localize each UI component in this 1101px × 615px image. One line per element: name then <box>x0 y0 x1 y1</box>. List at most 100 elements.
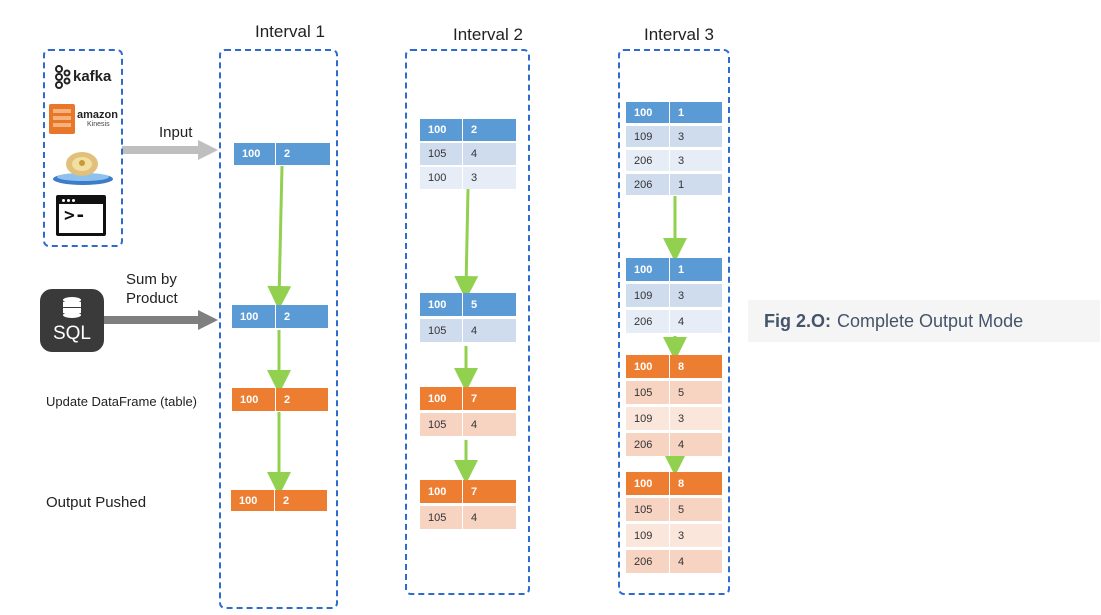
i1-sum-table: 100 2 <box>232 305 328 328</box>
product-cell: 105 <box>420 413 463 436</box>
product-cell: 100 <box>231 490 275 511</box>
i2-input-table: 100 2 105 4 100 3 <box>420 119 516 191</box>
product-cell: 100 <box>420 167 463 189</box>
i2-arrow-1 <box>454 188 479 300</box>
value-cell: 3 <box>471 172 478 184</box>
i3-output-table: 100 8 105 5 109 3 206 4 <box>626 472 722 576</box>
table-row: 109 3 <box>626 284 722 307</box>
data-lake-icon <box>50 146 116 186</box>
i1-update-table: 100 2 <box>232 388 328 411</box>
value-cell: 2 <box>284 310 291 323</box>
table-row: 105 5 <box>626 498 722 521</box>
input-label: Input <box>159 124 193 141</box>
sql-label: SQL <box>52 323 92 344</box>
product-cell: 100 <box>626 258 670 281</box>
table-row: 206 3 <box>626 150 722 171</box>
kafka-label: kafka <box>73 68 112 85</box>
interval-3-title: Interval 3 <box>644 25 714 44</box>
value-cell: 2 <box>471 124 478 136</box>
sql-arrow <box>104 310 218 330</box>
terminal-icon: >- <box>56 195 106 236</box>
table-header-row: 100 7 <box>420 480 516 503</box>
product-cell: 109 <box>626 126 670 147</box>
product-cell: 109 <box>626 524 670 547</box>
product-cell: 206 <box>626 433 670 456</box>
product-cell: 100 <box>420 119 463 141</box>
kinesis-sub-label: Kinesis <box>87 121 110 128</box>
table-row: 206 1 <box>626 174 722 195</box>
product-cell: 206 <box>626 174 670 195</box>
table-row: 105 4 <box>420 143 516 165</box>
i2-sum-table: 100 5 105 4 <box>420 293 516 345</box>
value-cell: 1 <box>678 263 685 276</box>
kafka-icon <box>55 65 71 89</box>
value-cell: 4 <box>471 324 478 337</box>
table-row: 105 5 <box>626 381 722 404</box>
kinesis-label: amazon <box>77 109 118 121</box>
table-row: 206 4 <box>626 550 722 573</box>
table-header-row: 100 2 <box>232 388 328 411</box>
value-cell: 4 <box>471 418 478 431</box>
value-cell: 3 <box>678 154 685 167</box>
product-cell: 206 <box>626 150 670 171</box>
table-header-row: 100 1 <box>626 258 722 281</box>
i3-input-table: 100 1 109 3 206 3 206 1 <box>626 102 722 198</box>
value-cell: 8 <box>678 477 685 490</box>
product-cell: 100 <box>232 388 276 411</box>
table-row: 206 4 <box>626 310 722 333</box>
product-cell: 105 <box>420 319 463 342</box>
input-arrow <box>122 140 218 160</box>
value-cell: 7 <box>471 485 478 498</box>
table-header-row: 100 8 <box>626 355 722 378</box>
kafka-logo: kafka <box>52 64 118 90</box>
value-cell: 4 <box>678 438 685 451</box>
value-cell: 1 <box>678 106 685 119</box>
value-cell: 4 <box>678 315 685 328</box>
product-cell: 109 <box>626 284 670 307</box>
interval-1-box <box>219 49 338 609</box>
value-cell: 3 <box>678 289 685 302</box>
product-cell: 100 <box>420 387 463 410</box>
product-cell: 206 <box>626 550 670 573</box>
figure-caption: Fig 2.O: Complete Output Mode <box>748 300 1100 342</box>
terminal-prompt: >- <box>64 205 86 226</box>
value-cell: 4 <box>471 511 478 524</box>
value-cell: 5 <box>678 386 685 399</box>
value-cell: 7 <box>471 392 478 405</box>
product-cell: 105 <box>420 506 463 529</box>
product-cell: 100 <box>626 102 670 123</box>
table-row: 105 4 <box>420 413 516 436</box>
product-cell: 100 <box>234 143 276 165</box>
table-row: 206 4 <box>626 433 722 456</box>
product-cell: 100 <box>420 293 463 316</box>
table-header-row: 100 8 <box>626 472 722 495</box>
table-header-row: 100 2 <box>232 305 328 328</box>
i1-output-table: 100 2 <box>231 490 327 511</box>
product-cell: 105 <box>626 498 670 521</box>
i2-output-table: 100 7 105 4 <box>420 480 516 532</box>
i3-sum-table: 100 1 109 3 206 4 <box>626 258 722 336</box>
output-pushed-label: Output Pushed <box>46 494 147 511</box>
interval-2-box <box>405 49 530 595</box>
update-dataframe-label: Update DataFrame (table) <box>46 394 198 409</box>
value-cell: 5 <box>471 298 478 311</box>
product-cell: 100 <box>420 480 463 503</box>
table-row: 109 3 <box>626 126 722 147</box>
value-cell: 1 <box>678 178 685 191</box>
value-cell: 4 <box>471 148 478 160</box>
table-row: 109 3 <box>626 524 722 547</box>
table-row: 100 3 <box>420 167 516 189</box>
figure-title: Complete Output Mode <box>837 310 1024 331</box>
interval-1-title: Interval 1 <box>255 22 325 41</box>
table-header-row: 100 1 <box>626 102 722 123</box>
table-row: 105 4 <box>420 506 516 529</box>
figure-number: Fig 2.O: <box>764 310 831 331</box>
sources-panel <box>43 49 123 247</box>
table-row: 105 4 <box>420 319 516 342</box>
i3-update-table: 100 8 105 5 109 3 206 4 <box>626 355 722 459</box>
product-cell: 105 <box>626 381 670 404</box>
value-cell: 4 <box>678 555 685 568</box>
sum-by-product-label: Sum by Product <box>126 271 178 307</box>
product-cell: 100 <box>232 305 276 328</box>
interval-3-box <box>618 49 730 595</box>
